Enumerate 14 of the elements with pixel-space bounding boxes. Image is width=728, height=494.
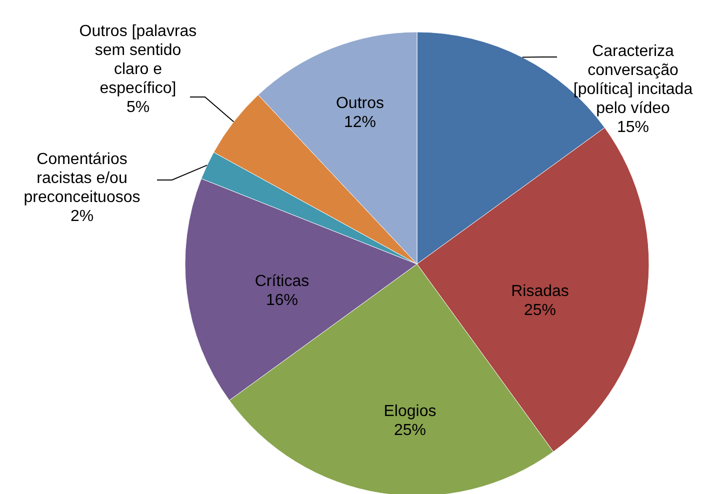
data-label: 16% <box>266 292 298 309</box>
data-label: 5% <box>126 99 150 116</box>
slice-label: Elogios <box>384 403 436 420</box>
slice-label: Comentários racistas e/ou preconceituosos <box>24 151 140 206</box>
slice-label: Caracteriza conversação [política] incitada pelo vídeo <box>573 43 693 117</box>
slice-label: Outros <box>336 95 384 112</box>
data-label: 25% <box>394 422 426 439</box>
data-label: 25% <box>524 302 556 319</box>
data-label: 2% <box>70 208 94 225</box>
slice-label: Críticas <box>254 273 310 290</box>
data-label: 15% <box>616 119 650 136</box>
slice-label: Risadas <box>511 283 569 300</box>
slice-label: Outros [palavras sem sentido claro e específico] <box>79 23 197 97</box>
data-label: 12% <box>344 114 376 131</box>
